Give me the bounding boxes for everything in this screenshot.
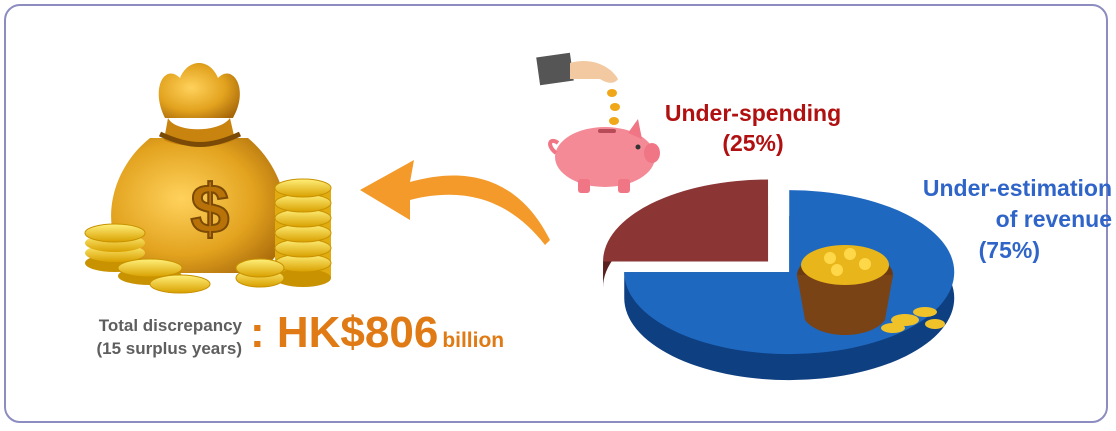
coin-pot-icon (797, 245, 945, 335)
piggy-bank-icon (536, 52, 660, 193)
underspend-label: Under-spending (25%) (648, 98, 858, 158)
svg-text:$: $ (191, 170, 230, 248)
curved-arrow-icon (360, 160, 550, 245)
discrepancy-label-line2: (15 surplus years) (96, 339, 242, 358)
underest-pct: (75%) (978, 237, 1040, 263)
discrepancy-label-line1: Total discrepancy (98, 316, 242, 335)
discrepancy-unit: billion (442, 329, 505, 352)
pie-slice-1 (603, 179, 769, 262)
underest-label: Under-estimation of revenue (75%) (880, 173, 1112, 266)
discrepancy-label: Total discrepancy (15 surplus years) (52, 314, 242, 360)
underest-line1: Under-estimation (922, 175, 1112, 201)
pie-chart (603, 179, 955, 381)
underspend-name: Under-spending (664, 100, 842, 126)
discrepancy-value: : HK$806 billion (250, 308, 504, 358)
money-bag-icon: $ (84, 63, 332, 294)
underest-line2: of revenue (995, 206, 1112, 232)
discrepancy-amount: : HK$806 (250, 308, 439, 357)
underspend-pct: (25%) (722, 130, 784, 156)
